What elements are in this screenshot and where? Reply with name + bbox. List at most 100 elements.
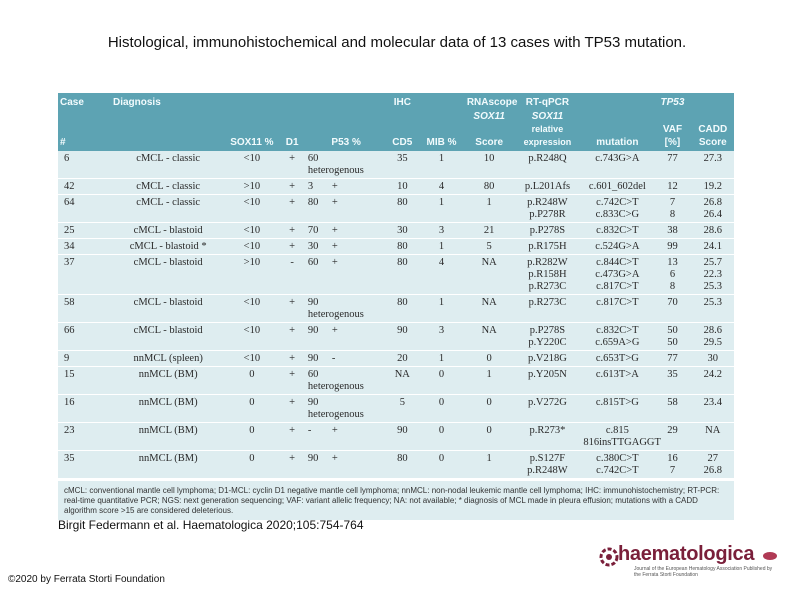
cell-diagnosis: cMCL - classic [111, 179, 225, 195]
cell-cd5: 80 [386, 255, 418, 295]
table-row: 9 nnMCL (spleen) <10 +90-20 1 0 p.V218G c.653T>… [58, 351, 734, 367]
cell-case: 25 [58, 223, 111, 239]
cell-p53: 60heterogenous [306, 367, 387, 395]
p53-note: + [332, 197, 338, 208]
cell-case: 58 [58, 295, 111, 323]
p53-value: 90 [308, 397, 332, 409]
cell-cadd-line: 19.2 [694, 181, 732, 193]
cell-mutation-line: c.743G>A [583, 153, 651, 165]
cell-mutation-line: c.653T>G [583, 353, 651, 365]
cell-case: 35 [58, 451, 111, 479]
cell-vaf: 38 [653, 223, 691, 239]
cell-sox11: <10 [225, 151, 278, 179]
cell-cadd-line: 26.8 [694, 197, 732, 209]
cell-mutation-line: c.833C>G [583, 209, 651, 221]
logo-subtitle: Journal of the European Hematology Assoc… [634, 566, 774, 578]
cell-d1: + [278, 323, 306, 351]
p53-value: 90 [308, 325, 332, 337]
cell-vaf-line: 12 [655, 181, 689, 193]
header-sox11-pct: SOX11 % [225, 123, 278, 151]
cell-vaf: 12 [653, 179, 691, 195]
cell-relative-expression: p.Y205N [514, 367, 582, 395]
cell-sox11: >10 [225, 255, 278, 295]
p53-value: 80 [308, 197, 332, 209]
header-tp53: TP53 [653, 93, 691, 109]
cell-mutation-line: c.832C>T [583, 225, 651, 237]
cell-vaf: 77 [653, 351, 691, 367]
table-figure: Case Diagnosis IHC RNAscope RT-qPCR TP53… [58, 93, 734, 493]
cell-cadd-line: 25.3 [694, 281, 732, 293]
header-diagnosis: Diagnosis [111, 93, 225, 109]
p53-note: + [332, 181, 338, 192]
cell-p53: 90heterogenous [306, 395, 387, 423]
table-row: 34 cMCL - blastoid * <10 +30 +80 1 5 p.R175H c.5… [58, 239, 734, 255]
cell-case: 16 [58, 395, 111, 423]
cell-score: 0 [465, 423, 514, 451]
cell-p53: 60 + [306, 255, 387, 295]
cell-vaf: 58 [653, 395, 691, 423]
cell-sox11: <10 [225, 223, 278, 239]
cell-mutation-line: c.832C>T [583, 325, 651, 337]
p53-note: + [332, 425, 338, 436]
cell-cadd: 27.3 [692, 151, 734, 179]
cell-relative-expression: p.V272G [514, 395, 582, 423]
cell-relative-expression: p.R282W p.R158H p.R273C [514, 255, 582, 295]
cell-vaf-line: 77 [655, 153, 689, 165]
cell-relative-expression-line: p.L201Afs [516, 181, 580, 193]
p53-value: 3 [308, 181, 332, 193]
cell-cadd: 23.4 [692, 395, 734, 423]
cell-sox11: >10 [225, 179, 278, 195]
cell-sox11: <10 [225, 323, 278, 351]
table-row: 23 nnMCL (BM) 0 + - +90 0 0 p.R273* c.815 816insT… [58, 423, 734, 451]
cell-mutation: c.815 816insTTGAGGT [581, 423, 653, 451]
cell-relative-expression-line: p.P278S [516, 225, 580, 237]
cell-mib: 1 [418, 351, 465, 367]
cell-vaf-line: 99 [655, 241, 689, 253]
header-rnascope: RNAscope [465, 93, 514, 109]
cell-relative-expression-line: p.R158H [516, 269, 580, 281]
cell-cadd: 30 [692, 351, 734, 367]
cell-vaf-line: 7 [655, 465, 689, 477]
cell-vaf-line: 8 [655, 209, 689, 221]
cell-relative-expression-line: p.R175H [516, 241, 580, 253]
cell-cadd: 19.2 [692, 179, 734, 195]
cell-d1: + [278, 151, 306, 179]
logo-word: haematologica [618, 543, 754, 566]
cell-case: 6 [58, 151, 111, 179]
header-d1: D1 [278, 123, 306, 151]
cell-mutation-line: c.844C>T [583, 257, 651, 269]
cell-d1: + [278, 239, 306, 255]
cell-mutation-line: c.601_602del [583, 181, 651, 193]
cell-cadd: 28.6 29.5 [692, 323, 734, 351]
cell-vaf-line: 58 [655, 397, 689, 409]
cell-cadd-line: 24.2 [694, 369, 732, 381]
cell-case: 42 [58, 179, 111, 195]
citation: Birgit Federmann et al. Haematologica 20… [58, 518, 364, 532]
cell-case: 23 [58, 423, 111, 451]
cell-diagnosis: cMCL - blastoid [111, 323, 225, 351]
cell-cd5: 30 [386, 223, 418, 239]
cell-p53: 90heterogenous [306, 295, 387, 323]
slide-title: Histological, immunohistochemical and mo… [0, 34, 794, 51]
p53-note: + [332, 325, 338, 336]
cell-relative-expression: p.P278S [514, 223, 582, 239]
cell-cadd-line: 22.3 [694, 269, 732, 281]
cell-vaf: 35 [653, 367, 691, 395]
cell-score: 10 [465, 151, 514, 179]
p53-note: + [332, 225, 338, 236]
cell-score: 5 [465, 239, 514, 255]
cell-mutation: c.613T>A [581, 367, 653, 395]
copyright: ©2020 by Ferrata Storti Foundation [8, 574, 165, 585]
cell-mib: 3 [418, 223, 465, 239]
cell-cd5: 5 [386, 395, 418, 423]
p53-value: 60 [308, 257, 332, 269]
cell-sox11: 0 [225, 395, 278, 423]
cell-mutation: c.817C>T [581, 295, 653, 323]
cell-relative-expression-line: p.P278S [516, 325, 580, 337]
cell-relative-expression: p.R273* [514, 423, 582, 451]
cell-cadd: 26.8 26.4 [692, 195, 734, 223]
cell-mutation-line: c.659A>G [583, 337, 651, 349]
header-vaf: VAF [%] [653, 123, 691, 151]
cell-cadd-line: 25.3 [694, 297, 732, 309]
header-score: Score [465, 123, 514, 151]
